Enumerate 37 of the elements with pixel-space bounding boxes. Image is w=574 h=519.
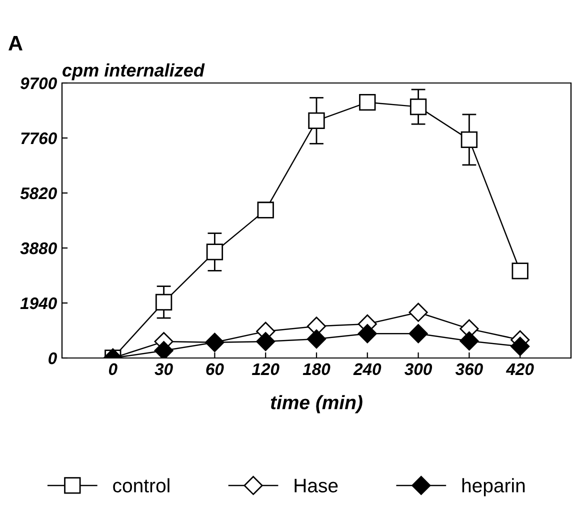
point: [460, 131, 478, 148]
point: [206, 244, 224, 260]
y-tick-label: 0: [48, 352, 57, 364]
x-tick-label: 240: [353, 363, 382, 376]
x-tick-label: 60: [206, 363, 224, 376]
point: [410, 98, 427, 116]
point: [408, 324, 428, 344]
x-tick-label: 120: [252, 363, 280, 376]
point: [306, 329, 326, 349]
legend-label: Hase: [294, 478, 338, 492]
point: [510, 336, 530, 356]
legend-label: control: [113, 478, 170, 492]
point: [155, 294, 172, 310]
x-tick-label: 420: [506, 363, 534, 376]
point: [256, 332, 276, 352]
point: [308, 112, 325, 130]
y-tick-label: 7760: [21, 132, 57, 144]
x-tick-label: 300: [404, 363, 432, 376]
y-tick-label: 1940: [20, 297, 57, 310]
point: [257, 202, 274, 218]
x-tick-label: 30: [154, 363, 173, 376]
point: [408, 302, 428, 322]
point: [154, 341, 174, 358]
point: [359, 94, 376, 111]
x-axis-title: time (min): [270, 395, 362, 414]
point: [460, 331, 479, 351]
x-tick-label: 0: [108, 363, 118, 376]
point: [358, 324, 377, 344]
y-tick-label: 5820: [20, 187, 57, 200]
y-axis-title: cpm internalized: [62, 63, 205, 80]
legend-label: heparin: [462, 478, 525, 496]
y-tick-label: 3880: [20, 242, 57, 254]
x-tick-label: 360: [455, 363, 483, 376]
chart-title: A: [8, 36, 22, 50]
point: [512, 262, 528, 280]
y-tick-label: 9700: [20, 77, 57, 90]
x-tick-label: 180: [302, 363, 330, 376]
